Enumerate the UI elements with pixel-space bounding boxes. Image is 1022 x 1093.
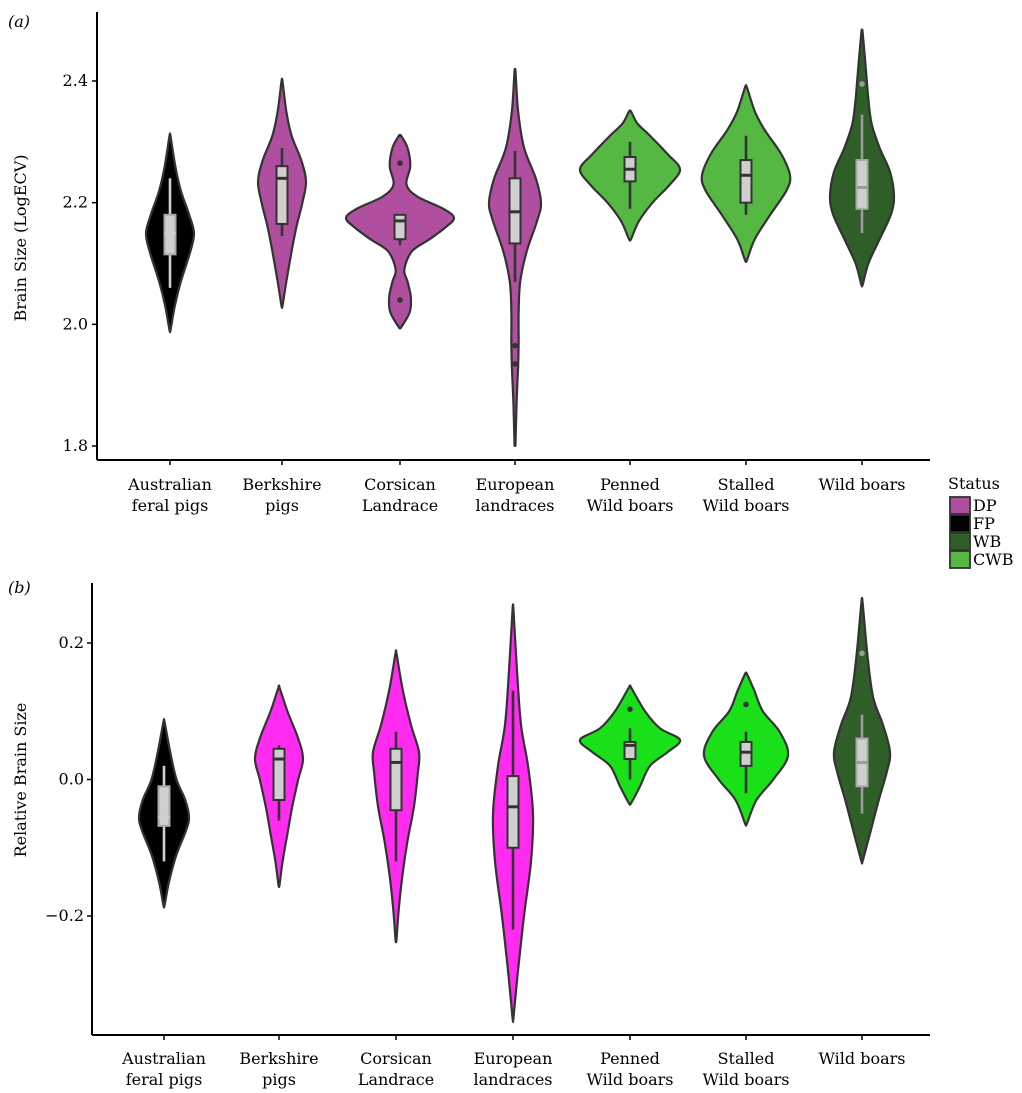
legend-swatch-fp <box>949 514 971 533</box>
box <box>623 740 637 761</box>
panel-a-xtick-5-line1: Penned <box>600 475 660 494</box>
box <box>389 747 403 812</box>
panel-b-xtick-4-line1: European <box>474 1049 553 1068</box>
box <box>272 747 286 801</box>
legend-swatch-wb <box>949 532 971 551</box>
legend: Status DP FP WB CWB <box>948 474 1013 569</box>
legend-label-cwb: CWB <box>973 550 1013 569</box>
violin-european-landraces <box>487 67 543 447</box>
panel-a-plot: 1.8 2.0 2.2 2.4 <box>63 12 930 465</box>
box <box>163 213 177 256</box>
violin-corsican-landrace <box>344 133 456 330</box>
legend-label-fp: FP <box>973 514 995 533</box>
violin-penned-wild-boars <box>578 109 682 242</box>
outlier-point <box>512 361 518 367</box>
panel-a-x-tick-labels: Australian feral pigs Berkshire pigs Cor… <box>127 475 905 515</box>
violin-corsican-landrace <box>371 649 421 944</box>
violin-berkshire-pigs <box>256 77 308 309</box>
panel-b-x-tick-labels: Australian feral pigs Berkshire pigs Cor… <box>121 1049 905 1089</box>
box <box>855 159 869 210</box>
panel-a-xtick-6-line1: Stalled <box>718 475 775 494</box>
panel-b: (b) Relative Brain Size −0.2 0.0 0.2 Austr… <box>8 578 930 1089</box>
box <box>157 785 171 827</box>
violin-wild-boars <box>832 596 892 865</box>
panel-b-xtick-2-line1: Berkshire <box>239 1049 318 1068</box>
y-tick-label: 2.0 <box>63 314 88 333</box>
outlier-point <box>627 706 633 713</box>
y-tick-label: 2.4 <box>63 71 88 90</box>
panel-b-label: (b) <box>8 578 31 597</box>
outlier-point <box>512 342 518 349</box>
panel-b-xtick-3-line1: Corsican <box>360 1049 432 1068</box>
outlier-point <box>397 297 403 303</box>
panel-b-xtick-6-line1: Stalled <box>718 1049 775 1068</box>
legend-title: Status <box>948 474 1000 493</box>
outlier-point <box>397 160 403 166</box>
panel-b-ylabel: Relative Brain Size <box>11 703 30 858</box>
panel-b-xtick-2-line2: pigs <box>262 1070 296 1089</box>
y-tick-label: −0.2 <box>45 906 84 925</box>
violin-berkshire-pigs <box>253 684 305 889</box>
violin-stalled-wild-boars <box>702 671 790 827</box>
panel-a-xtick-7-line1: Wild boars <box>819 475 906 494</box>
y-tick-label: 0.2 <box>59 633 84 652</box>
legend-swatch-cwb <box>949 550 971 569</box>
panel-a-xtick-4-line1: European <box>476 475 555 494</box>
violin-stalled-wild-boars <box>700 84 792 264</box>
panel-a-xtick-2-line1: Berkshire <box>242 475 321 494</box>
panel-a: (a) Brain Size (LogECV) 1.8 2.0 2.2 2.4 Aus… <box>8 12 930 515</box>
panel-a-xtick-1-line1: Australian <box>127 475 212 494</box>
panel-a-xtick-6-line2: Wild boars <box>703 496 790 515</box>
outlier-point <box>859 650 865 657</box>
panel-a-xtick-2-line2: pigs <box>265 496 299 515</box>
y-tick-label: 0.0 <box>59 770 84 789</box>
panel-a-xtick-5-line2: Wild boars <box>587 496 674 515</box>
panel-a-xtick-1-line2: feral pigs <box>132 496 209 515</box>
panel-a-label: (a) <box>8 12 30 31</box>
legend-label-dp: DP <box>973 496 997 515</box>
panel-b-xtick-1-line2: feral pigs <box>126 1070 203 1089</box>
box <box>739 740 753 767</box>
panel-b-xtick-3-line2: Landrace <box>358 1070 434 1089</box>
panel-b-xtick-6-line2: Wild boars <box>703 1070 790 1089</box>
panel-a-ylabel: Brain Size (LogECV) <box>11 155 30 322</box>
y-tick-label: 1.8 <box>63 436 88 455</box>
panel-b-xtick-7-line1: Wild boars <box>819 1049 906 1068</box>
violin-australian-feral-pigs <box>137 718 191 909</box>
panel-a-xtick-4-line2: landraces <box>475 496 554 515</box>
panel-a-xtick-3-line1: Corsican <box>364 475 436 494</box>
violin-australian-feral-pigs <box>144 132 196 334</box>
panel-b-xtick-1-line1: Australian <box>121 1049 206 1068</box>
violin-european-landraces <box>491 603 535 1023</box>
panel-b-xtick-5-line2: Wild boars <box>587 1070 674 1089</box>
violin-penned-wild-boars <box>578 684 682 806</box>
panel-b-xtick-4-line2: landraces <box>473 1070 552 1089</box>
legend-swatch-dp <box>949 496 971 515</box>
box <box>393 213 407 241</box>
box <box>506 775 520 849</box>
box <box>739 159 753 204</box>
outlier-point <box>743 701 749 708</box>
panel-b-xtick-5-line1: Penned <box>600 1049 660 1068</box>
panel-b-plot: −0.2 0.0 0.2 <box>45 583 930 1040</box>
y-tick-label: 2.2 <box>63 193 88 212</box>
legend-label-wb: WB <box>973 532 1001 551</box>
panel-a-xtick-3-line2: Landrace <box>362 496 438 515</box>
outlier-point <box>859 81 865 87</box>
violin-wild-boars <box>828 28 896 288</box>
box <box>275 165 289 225</box>
